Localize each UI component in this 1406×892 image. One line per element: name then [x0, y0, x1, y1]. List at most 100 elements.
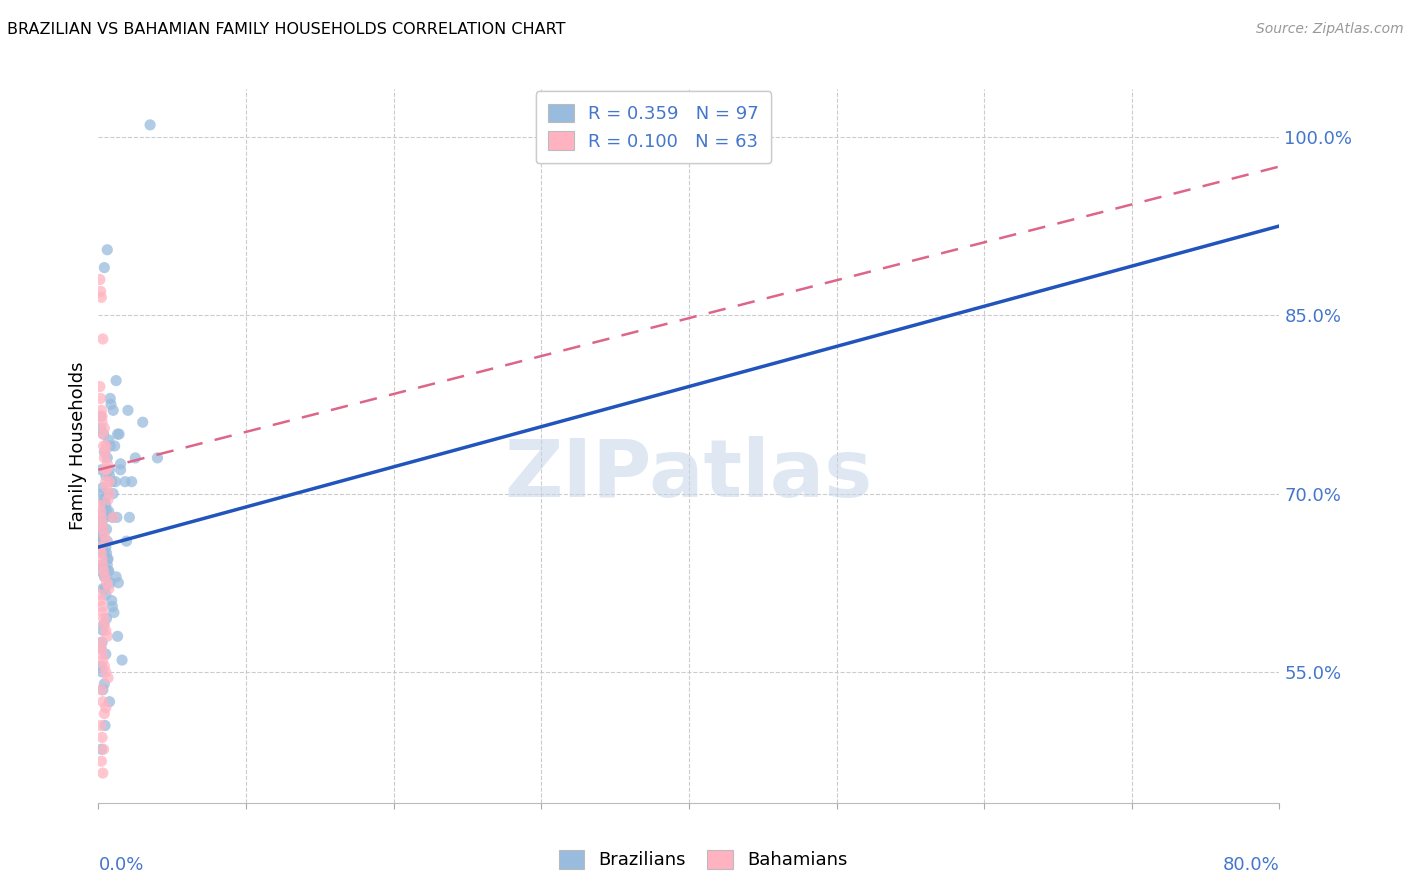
- Point: [93, 421, 115, 435]
- Point: [93, 427, 115, 442]
- Legend: R = 0.359   N = 97, R = 0.100   N = 63: R = 0.359 N = 97, R = 0.100 N = 63: [536, 91, 772, 163]
- Point: [89, 534, 111, 549]
- Point: [107, 629, 129, 643]
- Point: [89, 564, 111, 578]
- Point: [103, 510, 125, 524]
- Point: [93, 706, 115, 721]
- Point: [93, 546, 115, 560]
- Point: [91, 599, 114, 614]
- Point: [103, 606, 125, 620]
- Point: [96, 546, 118, 560]
- Point: [96, 481, 118, 495]
- Point: [91, 647, 114, 661]
- Point: [96, 463, 118, 477]
- Point: [93, 499, 115, 513]
- Point: [90, 504, 112, 518]
- Point: [94, 570, 117, 584]
- Point: [97, 492, 120, 507]
- Point: [91, 552, 114, 566]
- Text: ZIPatlas: ZIPatlas: [505, 435, 873, 514]
- Point: [93, 450, 115, 465]
- Point: [90, 546, 112, 560]
- Point: [90, 516, 112, 531]
- Point: [115, 534, 138, 549]
- Point: [97, 433, 120, 447]
- Point: [91, 766, 114, 780]
- Point: [91, 731, 114, 745]
- Point: [94, 468, 117, 483]
- Point: [93, 564, 115, 578]
- Point: [90, 540, 112, 554]
- Point: [96, 522, 118, 536]
- Point: [91, 582, 114, 596]
- Point: [104, 439, 127, 453]
- Point: [91, 427, 114, 442]
- Point: [91, 546, 114, 560]
- Point: [98, 486, 121, 500]
- Point: [94, 570, 117, 584]
- Point: [91, 522, 114, 536]
- Point: [91, 332, 114, 346]
- Point: [90, 510, 112, 524]
- Point: [97, 564, 120, 578]
- Point: [94, 510, 117, 524]
- Point: [91, 653, 114, 667]
- Point: [93, 617, 115, 632]
- Point: [100, 475, 122, 489]
- Point: [93, 492, 115, 507]
- Point: [91, 481, 114, 495]
- Point: [96, 534, 118, 549]
- Point: [98, 392, 121, 406]
- Point: [104, 475, 127, 489]
- Point: [90, 534, 112, 549]
- Point: [100, 593, 122, 607]
- Point: [98, 475, 121, 489]
- Point: [94, 439, 117, 453]
- Point: [108, 427, 131, 442]
- Point: [90, 593, 112, 607]
- Point: [105, 510, 128, 524]
- Point: [93, 677, 115, 691]
- Point: [90, 754, 112, 768]
- Point: [93, 742, 115, 756]
- Point: [89, 588, 111, 602]
- Point: [121, 475, 143, 489]
- Text: 0.0%: 0.0%: [98, 856, 143, 874]
- Point: [91, 558, 114, 572]
- Point: [103, 403, 125, 417]
- Point: [91, 665, 114, 679]
- Point: [93, 570, 115, 584]
- Point: [89, 272, 111, 286]
- Point: [97, 671, 120, 685]
- Point: [94, 624, 117, 638]
- Point: [101, 510, 124, 524]
- Point: [93, 439, 115, 453]
- Point: [98, 695, 121, 709]
- Point: [96, 611, 118, 625]
- Y-axis label: Family Households: Family Households: [69, 362, 87, 530]
- Point: [89, 528, 111, 542]
- Point: [96, 457, 118, 471]
- Point: [91, 516, 114, 531]
- Legend: Brazilians, Bahamians: Brazilians, Bahamians: [550, 841, 856, 879]
- Point: [139, 118, 162, 132]
- Point: [94, 700, 117, 714]
- Point: [93, 445, 115, 459]
- Point: [110, 463, 132, 477]
- Point: [90, 682, 112, 697]
- Point: [98, 439, 121, 453]
- Point: [94, 582, 117, 596]
- Point: [96, 558, 118, 572]
- Text: BRAZILIAN VS BAHAMIAN FAMILY HOUSEHOLDS CORRELATION CHART: BRAZILIAN VS BAHAMIAN FAMILY HOUSEHOLDS …: [7, 22, 565, 37]
- Text: Source: ZipAtlas.com: Source: ZipAtlas.com: [1256, 22, 1403, 37]
- Point: [93, 617, 115, 632]
- Point: [94, 463, 117, 477]
- Point: [91, 510, 114, 524]
- Point: [114, 475, 136, 489]
- Point: [94, 647, 117, 661]
- Point: [97, 582, 120, 596]
- Point: [94, 665, 117, 679]
- Point: [94, 540, 117, 554]
- Text: 80.0%: 80.0%: [1223, 856, 1279, 874]
- Point: [101, 599, 124, 614]
